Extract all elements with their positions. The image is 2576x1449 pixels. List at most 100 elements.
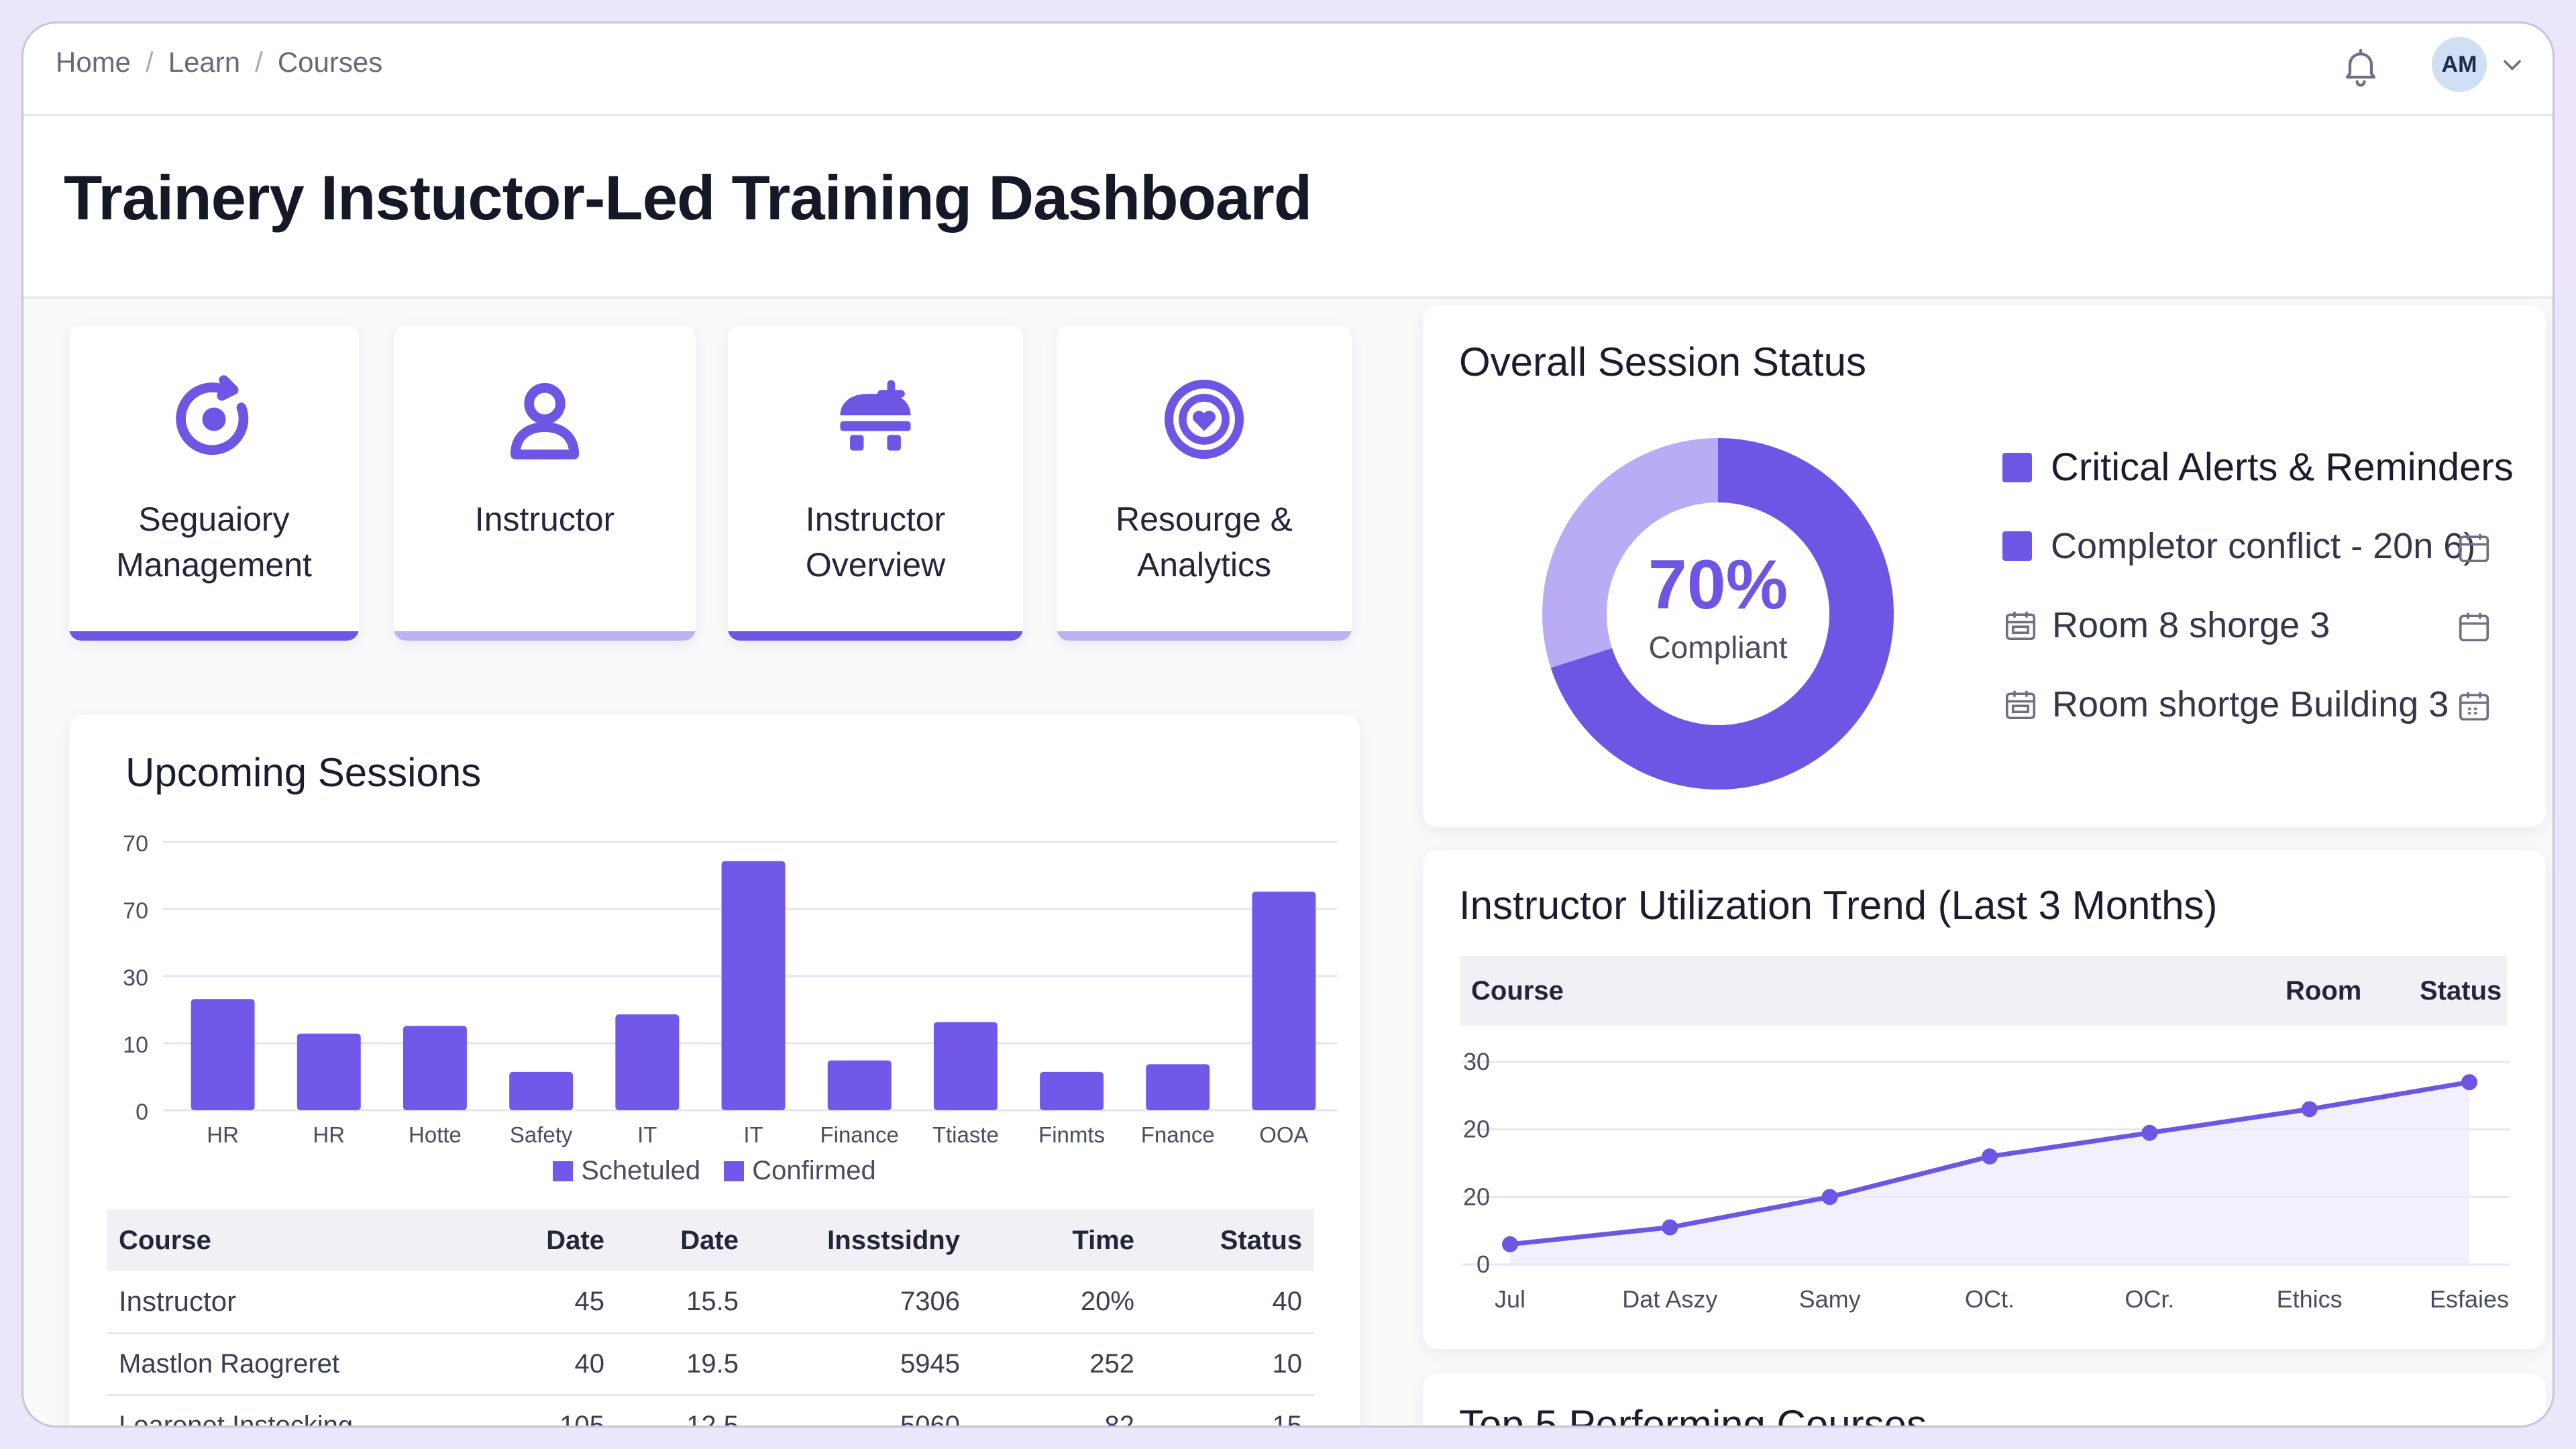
column-header[interactable]: Status	[2420, 976, 2502, 1006]
x-tick-label: Esfaies	[2430, 1285, 2509, 1313]
column-header[interactable]: Insstsidny	[751, 1210, 972, 1271]
breadcrumb-learn[interactable]: Learn	[168, 46, 241, 78]
y-tick-label: 30	[1463, 1048, 1490, 1075]
table-cell: 5945	[751, 1333, 972, 1396]
x-tick-label: Ttiaste	[932, 1122, 999, 1147]
chart-legend: Schetuled Confirmed	[69, 1156, 1360, 1186]
table-row[interactable]: Mastlon Raogreret 40 19.5 5945 252 10	[107, 1333, 1314, 1396]
bar	[933, 1022, 998, 1110]
table-cell: 7306	[751, 1271, 972, 1334]
avatar-initials: AM	[2441, 51, 2477, 77]
table-cell: 45	[482, 1271, 616, 1334]
bar	[191, 999, 255, 1110]
table-cell: Mastlon Raogreret	[107, 1333, 482, 1396]
calendar-icon[interactable]	[2456, 688, 2492, 724]
table-cell: 5060	[751, 1395, 972, 1426]
donut-slice	[1542, 438, 1894, 790]
utilization-line-chart: 0 20 20 30 Jul Dat Aszy Samy OCt. OCr. Ethics Esfa…	[1463, 1048, 2510, 1313]
y-tick-label: 10	[123, 1032, 148, 1058]
y-tick-label: 30	[123, 965, 148, 991]
x-tick-label: Ethics	[2277, 1285, 2343, 1313]
legend-swatch	[724, 1161, 745, 1181]
bar	[827, 1060, 892, 1110]
table-row[interactable]: Loarenet Instocking 105 12.5 5060 82 15	[107, 1395, 1314, 1426]
upcoming-sessions-chart: 0 10 30 70 70 HR HR Hotte Safety IT IT Finance Ttias…	[123, 831, 1337, 1147]
calendar-icon[interactable]	[2456, 608, 2492, 645]
active-indicator	[69, 631, 359, 641]
bar	[509, 1071, 574, 1110]
donut-hole	[1608, 504, 1828, 724]
breadcrumb-courses[interactable]: Courses	[277, 46, 383, 78]
breadcrumb-home[interactable]: Home	[56, 46, 131, 78]
y-tick-label: 70	[123, 898, 148, 924]
x-tick-label: Hotte	[409, 1122, 462, 1147]
column-header[interactable]: Course	[107, 1210, 482, 1271]
data-point	[2301, 1101, 2318, 1118]
bar	[1040, 1071, 1104, 1110]
breadcrumb: Home / Learn / Courses	[56, 46, 382, 78]
trend-table-header: Course Room Status	[1460, 956, 2507, 1026]
session-status-panel: Overall Session Status 70% Compliant Cri…	[1423, 305, 2546, 827]
alert-item[interactable]: Room 8 shorge 3	[2002, 604, 2330, 646]
avatar[interactable]: AM	[2432, 37, 2487, 92]
alerts-heading: Critical Alerts & Reminders	[2002, 445, 2514, 490]
alert-text: Completor conflict - 20n 6​)	[2051, 526, 2476, 566]
calendar-icon	[2005, 690, 2036, 720]
x-tick-label: HR	[207, 1122, 239, 1147]
table-cell: 252	[972, 1333, 1146, 1396]
nav-card-instructor[interactable]: Instructor	[394, 325, 696, 641]
x-tick-label: OCr.	[2125, 1285, 2174, 1313]
nav-card-instructor-overview[interactable]: Instructor Overview	[728, 325, 1023, 641]
data-point	[1662, 1219, 1678, 1236]
x-tick-label: Finmts	[1038, 1122, 1105, 1147]
column-header[interactable]: Room	[2286, 976, 2362, 1006]
table-cell: 20%	[972, 1271, 1146, 1334]
y-tick-label: 20	[1463, 1116, 1490, 1143]
alert-item[interactable]: Room shortge Building 3	[2002, 684, 2449, 725]
nav-card-resources-analytics[interactable]: Resourge & Analytics	[1057, 325, 1352, 641]
alert-item[interactable]: Completor conflict - 20n 6​)	[2002, 525, 2475, 567]
target-refresh-icon	[176, 375, 249, 455]
table-cell: 15	[1146, 1395, 1314, 1426]
data-point	[1502, 1236, 1518, 1252]
heart-circle-icon	[1164, 379, 1244, 460]
page-title: Trainery Instuctor-Led Training Dashboar…	[64, 162, 1312, 233]
column-header[interactable]: Time	[972, 1210, 1146, 1271]
title-bar: Trainery Instuctor-Led Training Dashboar…	[23, 116, 2553, 299]
chevron-down-icon[interactable]	[2498, 50, 2527, 80]
y-tick-label: 0	[1477, 1250, 1490, 1278]
table-cell: Loarenet Instocking	[107, 1395, 482, 1426]
table-cell: Instructor	[107, 1271, 482, 1334]
x-tick-label: Samy	[1799, 1285, 1861, 1313]
table-header-row: Course Date Date Insstsidny Time Status	[107, 1210, 1314, 1271]
upcoming-sessions-panel: Upcoming Sessions 0 10 30 70 70 HR HR Hotte Safe…	[69, 714, 1360, 1426]
compliance-donut-chart: 70% Compliant	[1542, 438, 1894, 790]
calendar-icon	[2005, 611, 2036, 641]
column-header[interactable]: Date	[482, 1210, 616, 1271]
top-bar: Home / Learn / Courses AM	[23, 23, 2553, 116]
x-tick-label: IT	[743, 1122, 763, 1147]
sessions-table: Course Date Date Insstsidny Time Status …	[107, 1210, 1314, 1426]
x-tick-label: IT	[637, 1122, 657, 1147]
x-tick-label: Fnance	[1141, 1122, 1215, 1147]
y-tick-label: 70	[123, 831, 148, 857]
bell-icon[interactable]	[2339, 45, 2382, 88]
x-tick-label: Safety	[510, 1122, 573, 1147]
column-header[interactable]: Status	[1146, 1210, 1314, 1271]
legend-swatch	[2002, 452, 2032, 482]
data-point	[1982, 1148, 1998, 1165]
column-header[interactable]: Date	[616, 1210, 751, 1271]
y-tick-label: 0	[136, 1099, 148, 1125]
column-header[interactable]: Course	[1471, 976, 1564, 1006]
x-tick-label: OCt.	[1965, 1285, 2015, 1313]
nav-card-label: Instructor Overview	[805, 500, 946, 584]
panel-title: Overall Session Status	[1459, 339, 1866, 384]
nav-card-management[interactable]: Seguaiory Management	[69, 325, 359, 641]
table-cell: 105	[482, 1395, 616, 1426]
calendar-icon[interactable]	[2456, 529, 2492, 566]
table-cell: 12.5	[616, 1395, 751, 1426]
bar	[297, 1033, 361, 1110]
table-row[interactable]: Instructor 45 15.5 7306 20% 40	[107, 1271, 1314, 1334]
x-tick-label: OOA	[1259, 1122, 1308, 1147]
nav-card-label: Resourge & Analytics	[1115, 500, 1293, 584]
